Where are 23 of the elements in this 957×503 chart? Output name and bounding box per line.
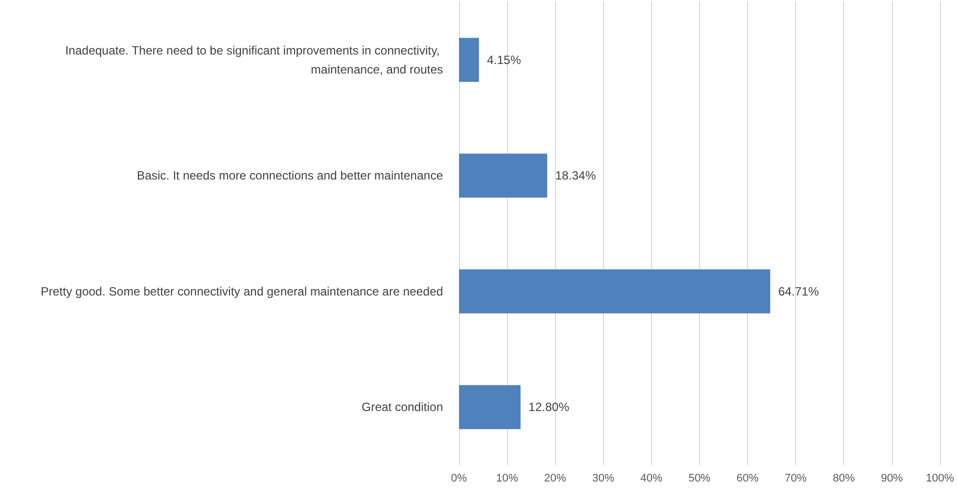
- data-label: 4.15%: [486, 52, 522, 67]
- x-tick-label: 40%: [640, 472, 663, 484]
- bar: [459, 38, 479, 82]
- x-tick-label: 20%: [544, 472, 566, 484]
- y-tick-label: Inadequate. There need to be significant improvements in connectivity, maintenance, and routes: [65, 43, 443, 76]
- x-tick-label: 30%: [592, 472, 614, 484]
- x-tick-label: 50%: [688, 472, 711, 484]
- data-label: 18.34%: [555, 168, 596, 183]
- x-tick-label: 70%: [784, 472, 807, 484]
- x-tick-label: 60%: [736, 472, 759, 484]
- bar: [459, 385, 521, 430]
- bar: [459, 154, 548, 198]
- x-tick-label: 100%: [926, 472, 954, 484]
- data-label: 64.71%: [778, 284, 820, 298]
- data-label: 12.80%: [528, 400, 570, 414]
- x-tick-label: 10%: [496, 472, 518, 484]
- bar: [459, 269, 770, 314]
- y-tick-label: Pretty good. Some better connectivity and general maintenance are needed: [40, 284, 443, 298]
- x-tick-label: 80%: [832, 472, 855, 484]
- y-tick-label: Basic. It needs more connections and better maintenance: [136, 168, 444, 183]
- x-tick-label: 0%: [451, 472, 468, 484]
- x-tick-label: 90%: [880, 472, 904, 484]
- y-tick-label: Great condition: [362, 400, 443, 414]
